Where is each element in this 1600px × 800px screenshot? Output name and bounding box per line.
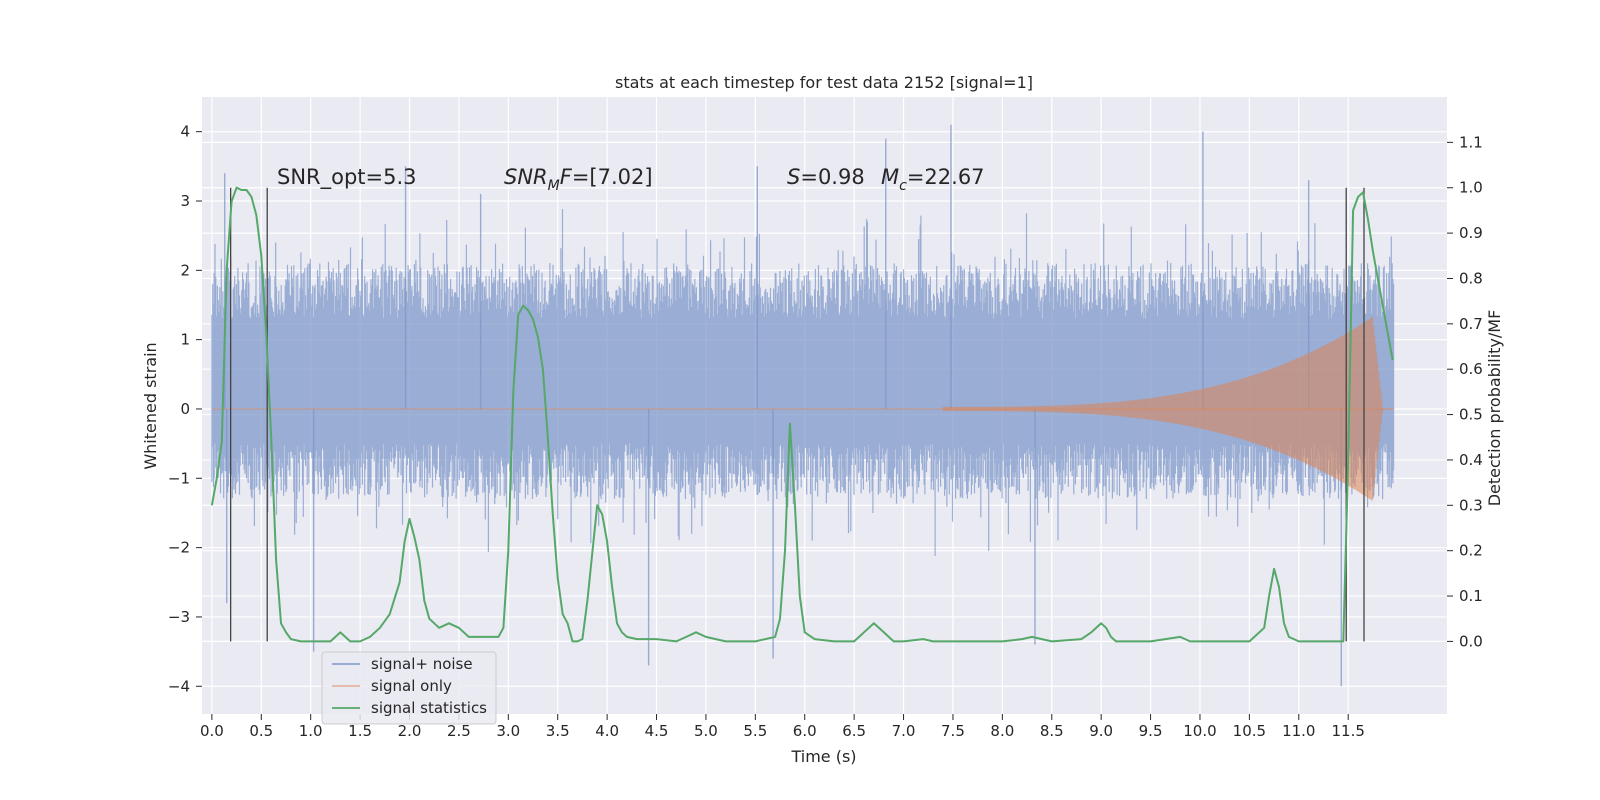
x-tick-label: 5.0 (694, 722, 718, 740)
legend-label-stats: signal statistics (371, 699, 487, 717)
y2-tick-label: 0.8 (1459, 269, 1483, 287)
y2-tick-label: 0.2 (1459, 542, 1483, 560)
x-tick-label: 11.0 (1282, 722, 1315, 740)
y2-tick-label: 0.7 (1459, 315, 1483, 333)
legend: signal+ noise signal only signal statist… (321, 651, 497, 725)
y-tick-label: 3 (180, 192, 190, 210)
signal-statistics-series (210, 186, 1394, 643)
x-tick-label: 8.0 (990, 722, 1014, 740)
y2-tick-label: 0.1 (1459, 587, 1483, 605)
x-tick-label: 4.5 (645, 722, 669, 740)
y-tick-label: −2 (168, 539, 190, 557)
y-tick-label: −3 (168, 608, 190, 626)
x-tick-label: 6.0 (793, 722, 817, 740)
x-axis-title: Time (s) (790, 747, 856, 766)
x-tick-label: 4.0 (595, 722, 619, 740)
s-value: =0.98 (800, 165, 864, 189)
x-tick-label: 6.5 (842, 722, 866, 740)
y2-tick-label: 0.5 (1459, 406, 1483, 424)
mc-sub: c (899, 178, 907, 194)
annotation-mc: Mc=22.67 (881, 165, 985, 194)
x-tick-label: 3.0 (496, 722, 520, 740)
x-tick-label: 0.0 (200, 722, 224, 740)
legend-label-signal: signal only (371, 677, 452, 695)
x-tick-label: 7.5 (941, 722, 965, 740)
x-tick-label: 10.0 (1183, 722, 1216, 740)
x-tick-label: 5.5 (743, 722, 767, 740)
s-italic: S (787, 165, 800, 189)
chart-title: stats at each timestep for test data 215… (615, 73, 1033, 92)
y2-tick-label: 0.3 (1459, 496, 1483, 514)
y2-tick-label: 0.9 (1459, 224, 1483, 242)
y-axis-ticks: 4 3 2 1 0 −1 −2 −3 −4 (168, 123, 202, 695)
signal-noise-series (211, 124, 1395, 687)
y-tick-label: −4 (168, 677, 190, 695)
x-tick-label: 3.5 (546, 722, 570, 740)
snr-mf-sub: M (548, 178, 560, 194)
y2-tick-label: 0.4 (1459, 451, 1483, 469)
annotation-snr-mf: SNRMF=[7.02] (504, 165, 653, 194)
x-tick-label: 2.0 (398, 722, 422, 740)
y-tick-label: 1 (180, 331, 190, 349)
legend-box (321, 651, 497, 725)
snr-mf-main: SNR (504, 165, 548, 189)
x-tick-label: 11.5 (1331, 722, 1364, 740)
y2-axis-title: Detection probability/MF (1485, 310, 1504, 507)
y-tick-label: 2 (180, 261, 190, 279)
x-tick-label: 1.0 (299, 722, 323, 740)
x-tick-label: 8.5 (1040, 722, 1064, 740)
y-tick-label: −1 (168, 469, 190, 487)
signal-statistics-line (210, 186, 1394, 643)
annotation-s: S=0.98 (787, 165, 865, 189)
x-tick-label: 9.0 (1089, 722, 1113, 740)
y-axis-title: Whitened strain (141, 342, 160, 469)
y2-axis-ticks: 1.1 1.0 0.9 0.8 0.7 0.6 0.5 0.4 0.3 0.2 0.1 0.0 (1447, 133, 1483, 650)
mc-value: =22.67 (907, 165, 985, 189)
y2-tick-label: 0.6 (1459, 360, 1483, 378)
snr-mf-rest-italic: F (560, 165, 573, 189)
y2-tick-label: 1.1 (1459, 133, 1483, 151)
x-tick-label: 7.0 (892, 722, 916, 740)
mc-italic: M (881, 165, 899, 189)
signal-only-trace (942, 316, 1393, 501)
x-tick-label: 9.5 (1139, 722, 1163, 740)
y2-tick-label: 0.0 (1459, 632, 1483, 650)
x-tick-label: 10.5 (1233, 722, 1266, 740)
x-axis-ticks: 0.0 0.5 1.0 1.5 2.0 2.5 3.0 3.5 4.0 4.5 5.0 5.5 6.0 6… (200, 714, 1365, 740)
y2-tick-label: 1.0 (1459, 179, 1483, 197)
y-tick-label: 4 (180, 123, 190, 141)
y-tick-label: 0 (180, 400, 190, 418)
x-tick-label: 1.5 (348, 722, 372, 740)
legend-label-noise: signal+ noise (371, 655, 473, 673)
annotation-snr-opt: SNR_opt=5.3 (277, 165, 417, 190)
x-tick-label: 2.5 (447, 722, 471, 740)
signal-only-series (211, 316, 1394, 501)
snr-mf-rest: =[7.02] (572, 165, 653, 189)
signal-noise-trace (211, 209, 1395, 556)
x-tick-label: 0.5 (249, 722, 273, 740)
